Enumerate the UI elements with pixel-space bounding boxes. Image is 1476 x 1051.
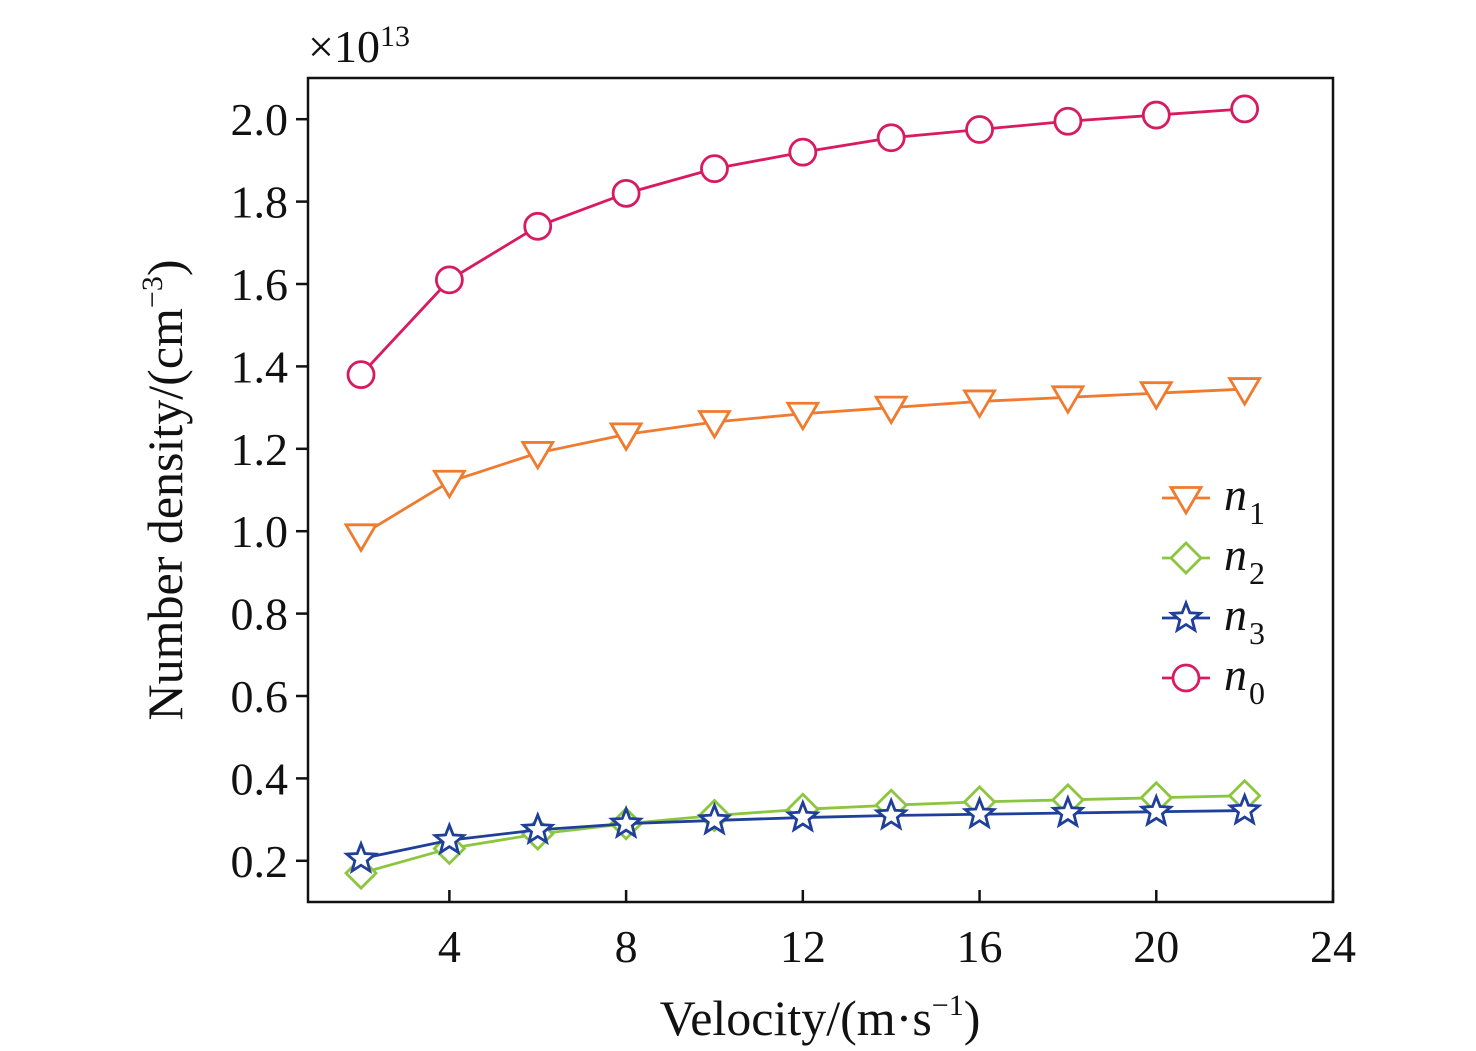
data-point-n3 [873, 796, 910, 831]
data-point-n1 [873, 395, 909, 426]
data-point-n3 [961, 795, 998, 830]
data-point-n0 [523, 211, 553, 241]
data-point-n0 [876, 123, 906, 153]
legend-entry-n2: n2 [1162, 529, 1265, 591]
y-tick-label: 0.8 [231, 589, 289, 640]
data-point-n0 [1141, 100, 1171, 130]
y-tick-label: 0.2 [231, 836, 289, 887]
legend-label: n2 [1224, 529, 1265, 591]
data-point-n1 [962, 389, 997, 420]
data-point-n3 [1138, 792, 1175, 828]
data-point-n0 [788, 137, 818, 167]
data-point-n1 [343, 523, 379, 554]
series-n2 [344, 778, 1262, 891]
x-tick-label: 8 [615, 921, 638, 972]
data-point-n1 [431, 469, 467, 500]
x-axis-title: Velocity/(m·s−1) [660, 989, 981, 1046]
legend-marker [1168, 599, 1204, 634]
data-point-n0 [434, 265, 464, 295]
x-tick-label: 24 [1310, 921, 1356, 972]
legend-entry-n0: n0 [1162, 649, 1265, 711]
data-point-n1 [608, 422, 644, 453]
data-point-n3 [1226, 791, 1263, 826]
y-axis-title: Number density/(cm−3) [136, 260, 193, 721]
y-tick-label: 0.4 [231, 753, 289, 804]
data-point-n3 [343, 839, 379, 874]
data-point-n1 [785, 401, 821, 432]
legend-marker [1171, 663, 1201, 693]
y-tick-label: 1.0 [231, 506, 289, 557]
data-point-n0 [1053, 106, 1083, 136]
plot-frame [306, 76, 1335, 904]
data-point-n0 [700, 154, 729, 184]
data-point-n3 [784, 798, 821, 833]
data-point-n1 [520, 441, 556, 471]
y-tick-label: 1.4 [231, 341, 289, 392]
data-point-n1 [697, 410, 732, 440]
y-tick-label: 1.8 [231, 177, 289, 228]
data-point-n0 [965, 115, 994, 144]
legend-label: n3 [1224, 589, 1265, 651]
data-point-n3 [431, 821, 468, 856]
x-tick-label: 16 [957, 921, 1003, 972]
series-n1 [343, 377, 1263, 554]
data-point-n1 [1227, 377, 1263, 407]
y-tick-label: 1.2 [231, 424, 289, 475]
legend-entry-n1: n1 [1162, 469, 1265, 531]
y-tick-label: 1.6 [231, 259, 289, 310]
data-point-n3 [1050, 794, 1086, 829]
legend-label: n1 [1224, 469, 1265, 531]
y-multiplier: ×1013 [308, 20, 410, 72]
data-point-n0 [1230, 94, 1260, 124]
data-point-n3 [608, 804, 645, 839]
x-axis-title-exponent: −1 [932, 989, 964, 1022]
data-point-n0 [611, 178, 641, 208]
data-point-n3 [519, 811, 556, 846]
data-point-n1 [1050, 385, 1086, 416]
x-tick-label: 20 [1133, 921, 1179, 972]
x-tick-label: 4 [438, 921, 461, 972]
data-point-n1 [1138, 381, 1174, 411]
data-point-n3 [696, 801, 733, 836]
legend-label: n0 [1224, 649, 1265, 711]
series-n3 [343, 791, 1263, 874]
axis-ticks: 4 8 12 16 20 24 0.2 0.4 0.6 0.8 1.0 1.2 1.4 1.6 1.8 2.0 [231, 94, 1357, 972]
legend-marker [1169, 541, 1203, 575]
legend-marker [1168, 486, 1204, 516]
x-tick-label: 12 [780, 921, 826, 972]
data-point-n0 [346, 360, 376, 390]
y-axis-title-exponent: −3 [136, 276, 169, 308]
y-tick-label: 0.6 [231, 671, 289, 722]
series-layer [343, 94, 1263, 891]
y-tick-label: 2.0 [231, 94, 289, 145]
y-multiplier-exponent: 13 [380, 20, 410, 53]
series-n0 [346, 94, 1260, 390]
legend-entry-n3: n3 [1162, 589, 1265, 651]
